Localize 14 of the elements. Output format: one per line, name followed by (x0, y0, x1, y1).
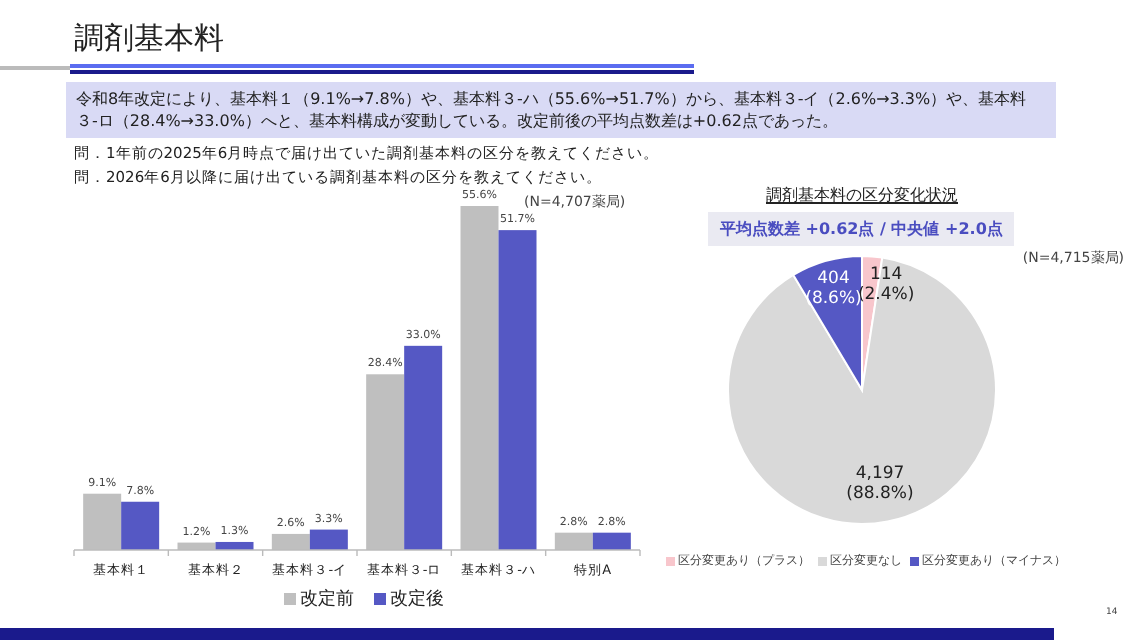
bar (404, 345, 443, 550)
data-label: 4,197 (88.8%) (846, 464, 914, 505)
bar (309, 529, 348, 550)
chart-title: 調剤基本料の区分変化状況 (764, 184, 960, 206)
chart-title: 調剤基本料 (74, 20, 224, 58)
bar (592, 532, 631, 550)
legend-label: 改定前 (300, 587, 354, 612)
pie-slice (727, 256, 997, 525)
chart-subtitle: 令和8年改定により、基本料１（9.1%→7.8%）や、基本料３-ハ（55.6%→51.7%）から、基本料３-イ（2.6%→3.3%）や、基本料３-ロ（28.4%→33.0%）へと、基本料構成が変動している。改定前後の平均点数差は+0.62点であった。 (66, 82, 1056, 138)
bar (498, 230, 537, 550)
text: 平均点数差 +0.62点 / 中央値 +2.0点 (708, 212, 1015, 246)
legend-label: 改定後 (390, 587, 444, 612)
bar (121, 501, 160, 550)
data-label: 404 (8.6%) (805, 268, 862, 309)
